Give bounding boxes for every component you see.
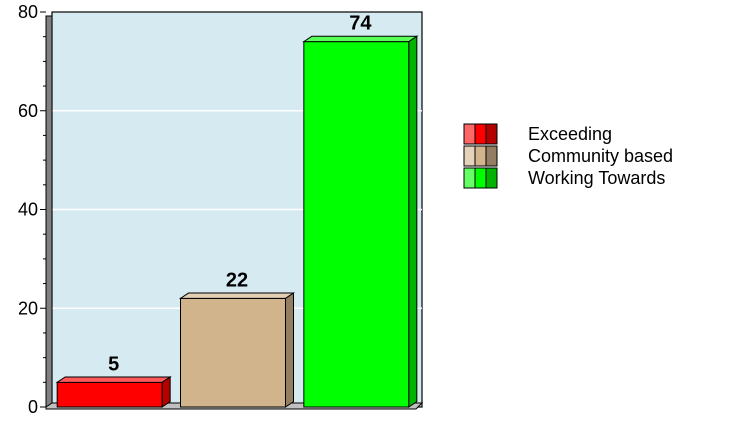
y-tick-label: 80 [18, 2, 38, 22]
y-tick-label: 20 [18, 298, 38, 318]
y-axis-wall [45, 15, 53, 408]
bar-front [56, 381, 163, 408]
legend-label: Community based [528, 146, 673, 166]
legend-swatch [463, 145, 498, 167]
bar-side [408, 35, 418, 408]
bars: 5 22 74 [55, 13, 419, 408]
bar-side [161, 376, 171, 408]
legend-item: Community based [463, 145, 673, 167]
legend-label: Exceeding [528, 124, 612, 144]
data-label: 5 [108, 353, 119, 375]
bar-front [180, 297, 286, 408]
legend-item: Working Towards [463, 167, 665, 189]
y-tick-label: 0 [28, 397, 38, 417]
legend-item: Exceeding [463, 123, 612, 145]
bar-top [302, 35, 419, 43]
y-tick-label: 40 [18, 200, 38, 220]
bar: 5 [55, 353, 172, 408]
bar-top [55, 376, 172, 383]
legend-swatch [463, 123, 498, 145]
data-label: 22 [226, 269, 248, 291]
y-tick-label: 60 [18, 101, 38, 121]
legend-label: Working Towards [528, 168, 665, 188]
bar: 74 [302, 13, 419, 408]
data-label: 74 [349, 13, 372, 35]
legend-swatch [463, 167, 498, 189]
bar-front [303, 41, 410, 408]
bar-top [178, 292, 296, 299]
bar: 22 [178, 269, 296, 408]
bar-side [285, 292, 294, 408]
